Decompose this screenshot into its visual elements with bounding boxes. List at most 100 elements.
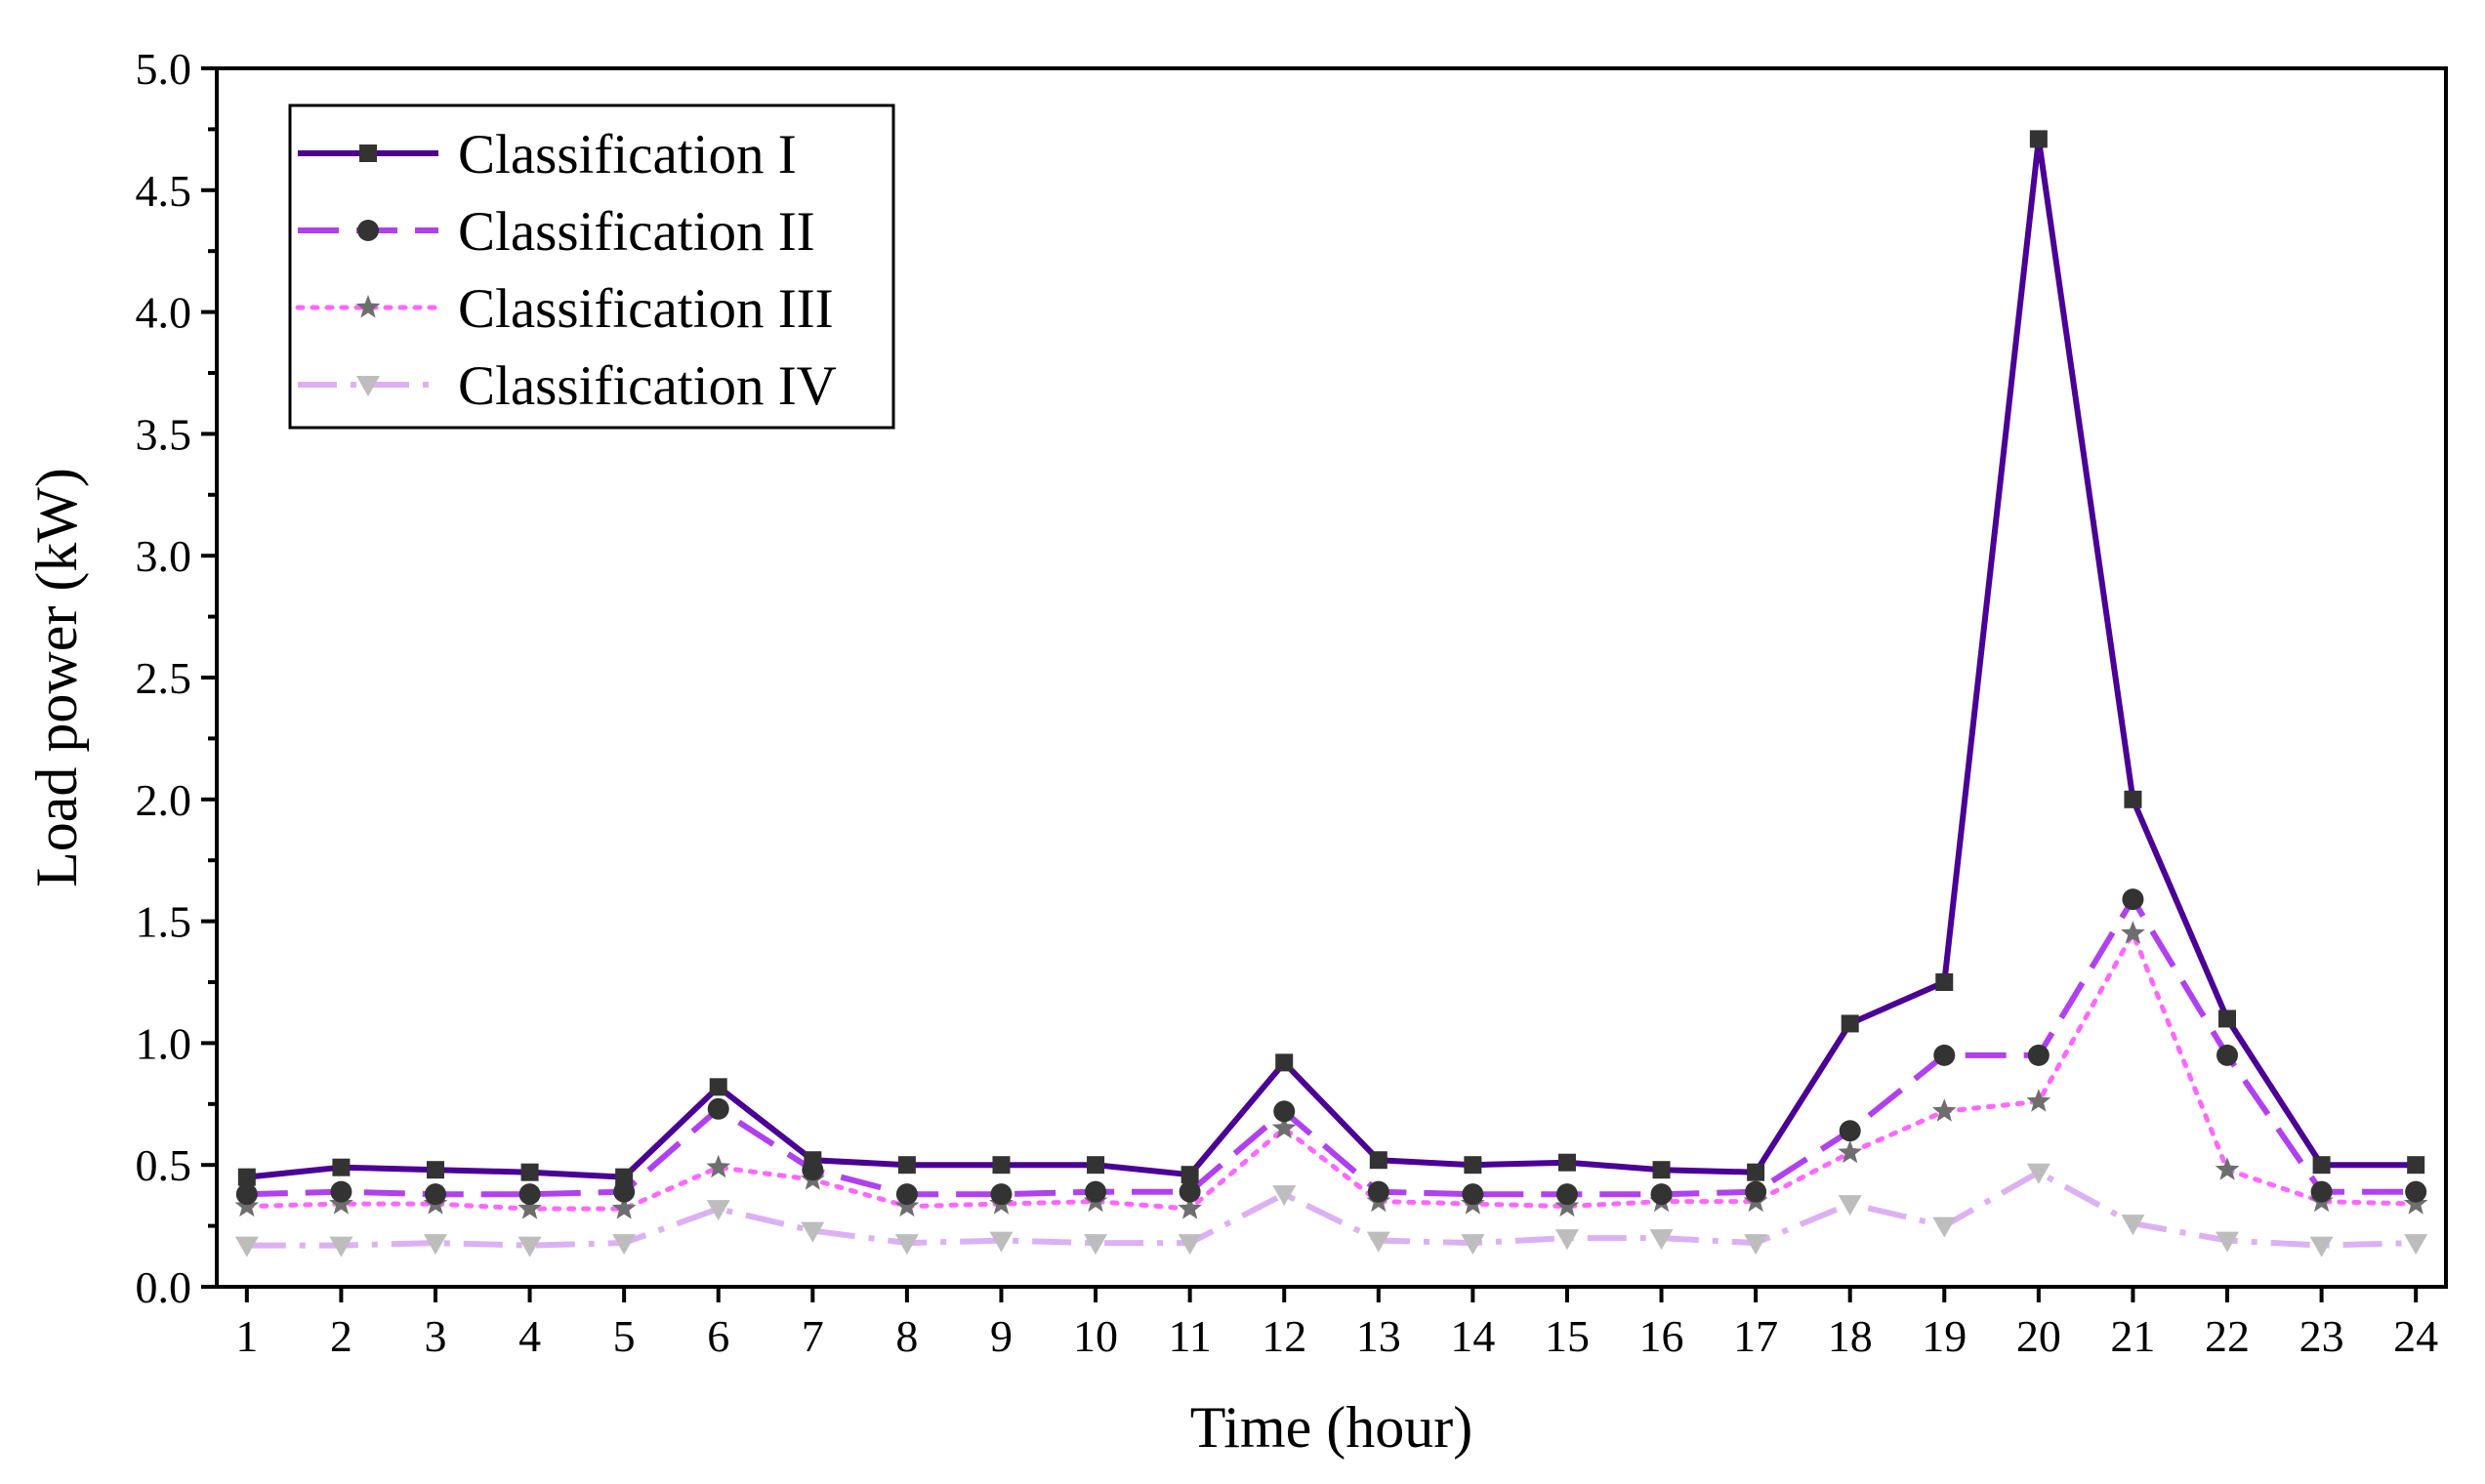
x-tick-label: 14 bbox=[1450, 1311, 1495, 1361]
data-point bbox=[894, 1234, 919, 1256]
x-tick-label: 15 bbox=[1545, 1311, 1590, 1361]
y-tick-label: 0.0 bbox=[136, 1262, 192, 1312]
data-point bbox=[518, 1183, 541, 1206]
x-tick-label: 3 bbox=[424, 1311, 446, 1361]
data-point bbox=[329, 1191, 353, 1215]
legend-marker bbox=[357, 220, 379, 241]
data-point bbox=[424, 1183, 446, 1206]
data-point bbox=[2124, 790, 2142, 808]
data-point bbox=[1461, 1234, 1485, 1256]
data-point bbox=[2029, 130, 2048, 148]
x-tick-label: 18 bbox=[1828, 1311, 1873, 1361]
data-point bbox=[1084, 1234, 1108, 1256]
data-point bbox=[1272, 1185, 1297, 1207]
data-point bbox=[2309, 1236, 2334, 1257]
data-point bbox=[1744, 1234, 1768, 1256]
data-point bbox=[1555, 1183, 1578, 1206]
data-point bbox=[894, 1193, 920, 1217]
y-tick-label: 1.0 bbox=[136, 1018, 192, 1068]
x-tick-label: 13 bbox=[1356, 1311, 1401, 1361]
data-point bbox=[1085, 1180, 1107, 1203]
data-point bbox=[709, 1078, 727, 1096]
data-point bbox=[1557, 1153, 1576, 1172]
y-tick-label: 2.0 bbox=[136, 775, 192, 825]
x-tick-label: 23 bbox=[2299, 1311, 2344, 1361]
x-tick-label: 20 bbox=[2016, 1311, 2061, 1361]
series-2 bbox=[235, 888, 2427, 1206]
x-tick-label: 11 bbox=[1168, 1311, 1211, 1361]
data-point bbox=[989, 1231, 1014, 1253]
y-tick-label: 4.5 bbox=[136, 166, 192, 216]
data-point bbox=[1554, 1229, 1579, 1251]
data-point bbox=[707, 1097, 729, 1120]
data-point bbox=[426, 1161, 444, 1179]
data-point bbox=[1087, 1156, 1105, 1175]
x-tick-label: 6 bbox=[707, 1311, 729, 1361]
data-point bbox=[804, 1151, 822, 1170]
legend-label: Classification II bbox=[458, 201, 815, 263]
data-point bbox=[2216, 1231, 2240, 1253]
data-point bbox=[1462, 1183, 1484, 1206]
y-tick-label: 3.5 bbox=[136, 409, 192, 459]
x-axis-title: Time (hour) bbox=[1190, 1395, 1472, 1460]
data-point bbox=[2407, 1156, 2425, 1175]
y-tick-label: 0.5 bbox=[136, 1140, 192, 1190]
data-point bbox=[234, 1193, 260, 1217]
data-point bbox=[2121, 921, 2145, 944]
data-point bbox=[518, 1196, 542, 1219]
data-point bbox=[895, 1183, 918, 1206]
y-tick-label: 5.0 bbox=[136, 44, 192, 94]
plot-area bbox=[234, 130, 2428, 1257]
x-tick-label: 17 bbox=[1733, 1311, 1778, 1361]
data-point bbox=[330, 1180, 352, 1203]
x-tick-label: 24 bbox=[2393, 1311, 2438, 1361]
x-tick-label: 9 bbox=[990, 1311, 1013, 1361]
data-point bbox=[1273, 1100, 1296, 1123]
x-tick-label: 22 bbox=[2205, 1311, 2250, 1361]
data-point bbox=[423, 1234, 447, 1256]
data-point bbox=[1180, 1166, 1199, 1184]
series-line bbox=[246, 1169, 2417, 1249]
data-point bbox=[2026, 1089, 2051, 1112]
data-point bbox=[1464, 1156, 1482, 1175]
series-1 bbox=[237, 130, 2425, 1186]
y-axis-title: Load power (kW) bbox=[24, 468, 89, 887]
data-point bbox=[1367, 1180, 1389, 1203]
data-point bbox=[1838, 1195, 1862, 1216]
data-point bbox=[1932, 1216, 1957, 1238]
data-point bbox=[1652, 1161, 1671, 1179]
x-tick-label: 19 bbox=[1922, 1311, 1967, 1361]
data-point bbox=[235, 1183, 258, 1206]
data-point bbox=[2403, 1191, 2428, 1215]
series-line bbox=[244, 930, 2419, 1212]
legend-marker bbox=[355, 295, 381, 318]
data-point bbox=[1841, 1014, 1859, 1033]
data-point bbox=[1747, 1163, 1765, 1181]
data-point bbox=[2121, 1215, 2145, 1236]
legend-marker bbox=[356, 376, 380, 396]
data-point bbox=[615, 1168, 634, 1186]
data-point bbox=[706, 1154, 731, 1178]
data-point bbox=[990, 1183, 1013, 1206]
legend-item: Classification II bbox=[298, 201, 815, 263]
data-point bbox=[2216, 1044, 2239, 1066]
data-point bbox=[613, 1180, 636, 1203]
data-point bbox=[1931, 1098, 1957, 1122]
data-point bbox=[1933, 1044, 1956, 1066]
axes: 0.00.51.01.52.02.53.03.54.04.55.01 2 3 4 5 6 7… bbox=[136, 44, 2439, 1361]
legend-item: Classification III bbox=[295, 278, 834, 340]
legend-item: Classification IV bbox=[298, 355, 837, 417]
data-point bbox=[2122, 888, 2144, 911]
x-tick-label: 10 bbox=[1073, 1311, 1118, 1361]
x-tick-label: 8 bbox=[895, 1311, 918, 1361]
data-point bbox=[520, 1163, 539, 1181]
legend-marker bbox=[359, 144, 377, 162]
data-point bbox=[706, 1200, 730, 1221]
series-line bbox=[246, 136, 2417, 1180]
legend-label: Classification I bbox=[458, 124, 797, 186]
data-point bbox=[1271, 1115, 1297, 1139]
x-tick-label: 16 bbox=[1639, 1311, 1684, 1361]
data-point bbox=[2215, 1157, 2240, 1180]
legend-label: Classification IV bbox=[458, 355, 837, 417]
